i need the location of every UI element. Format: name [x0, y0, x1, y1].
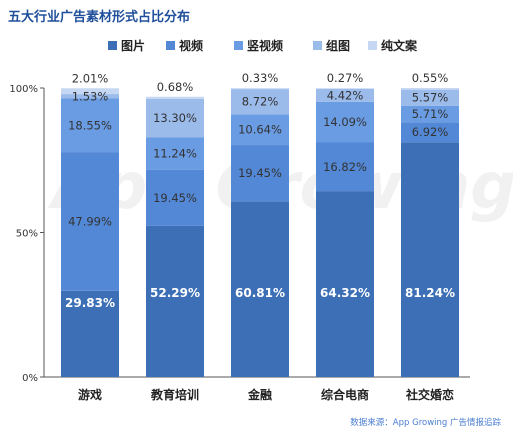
data-label-4-1: 0.68% — [157, 80, 194, 94]
data-label-1-3: 16.82% — [323, 160, 367, 174]
legend-label-2: 竖视频 — [247, 38, 283, 53]
x-tick-label-4: 社交婚恋 — [405, 387, 454, 402]
data-label-2-1: 11.24% — [153, 146, 197, 160]
data-label-0-0: 29.83% — [65, 296, 115, 310]
bar-segment-0-4 — [401, 142, 459, 377]
data-label-0-3: 64.32% — [320, 286, 370, 300]
data-label-0-1: 52.29% — [150, 286, 200, 300]
bar-segment-1-3 — [316, 142, 374, 192]
data-label-2-0: 18.55% — [68, 118, 112, 132]
bar-segment-3-3 — [316, 89, 374, 102]
data-label-3-3: 4.42% — [327, 88, 364, 102]
bar-segment-4-0 — [61, 88, 119, 95]
legend-swatch-1 — [166, 41, 175, 50]
bar-segment-2-2 — [231, 114, 289, 146]
bar-segment-1-0 — [61, 152, 119, 291]
bar-segment-2-0 — [61, 98, 119, 153]
data-label-0-4: 81.24% — [405, 286, 455, 300]
data-label-4-4: 0.55% — [412, 71, 449, 85]
bar-segment-3-1 — [146, 98, 204, 138]
bar-segment-1-2 — [231, 145, 289, 202]
y-tick-label: 50% — [16, 229, 38, 240]
bar-segment-3-2 — [231, 89, 289, 115]
bar-segment-0-2 — [231, 201, 289, 377]
data-label-2-2: 10.64% — [238, 123, 282, 137]
source-note: 数据来源：App Growing 广告情报追踪 — [350, 418, 501, 428]
data-label-4-0: 2.01% — [72, 71, 109, 85]
data-label-3-0: 1.53% — [72, 89, 109, 103]
data-label-2-4: 5.71% — [412, 107, 449, 121]
bar-segment-0-1 — [146, 225, 204, 377]
data-label-4-2: 0.33% — [242, 71, 279, 85]
data-label-0-2: 60.81% — [235, 286, 285, 300]
data-label-2-3: 14.09% — [323, 115, 367, 129]
bar-segment-1-1 — [146, 169, 204, 226]
bar-segment-2-4 — [401, 105, 459, 123]
data-label-1-1: 19.45% — [153, 191, 197, 205]
bar-segment-1-4 — [401, 122, 459, 143]
bar-segment-2-1 — [146, 137, 204, 170]
data-label-1-2: 19.45% — [238, 166, 282, 180]
bar-segment-0-0 — [61, 290, 119, 377]
x-tick-label-2: 金融 — [247, 387, 272, 402]
bar-segment-3-4 — [401, 89, 459, 106]
legend-swatch-2 — [234, 41, 243, 50]
bar-segment-4-1 — [146, 96, 204, 99]
data-label-3-4: 5.57% — [412, 91, 449, 105]
data-label-1-0: 47.99% — [68, 214, 112, 228]
bar-segment-3-0 — [61, 94, 119, 99]
legend-swatch-4 — [368, 41, 377, 50]
legend-swatch-3 — [313, 41, 322, 50]
data-label-3-1: 13.30% — [153, 111, 197, 125]
legend-label-4: 纯文案 — [381, 38, 418, 53]
legend-swatch-0 — [108, 41, 117, 50]
legend-label-1: 视频 — [179, 38, 203, 53]
legend-label-0: 图片 — [121, 38, 145, 53]
chart-title: 五大行业广告素材形式占比分布 — [8, 10, 191, 25]
y-tick-label: 100% — [9, 84, 38, 95]
x-tick-label-3: 综合电商 — [321, 387, 369, 402]
data-label-4-3: 0.27% — [327, 71, 364, 85]
legend-label-3: 组图 — [326, 38, 350, 53]
data-label-1-4: 6.92% — [412, 125, 449, 139]
y-tick-label: 0% — [22, 373, 38, 384]
bar-segment-4-2 — [231, 88, 289, 90]
bar-segment-4-3 — [316, 88, 374, 90]
x-tick-label-0: 游戏 — [78, 387, 102, 402]
bar-segment-4-4 — [401, 88, 459, 90]
x-tick-label-1: 教育培训 — [150, 387, 199, 402]
bar-segment-0-3 — [316, 191, 374, 377]
data-label-3-2: 8.72% — [242, 95, 279, 109]
bar-segment-2-3 — [316, 101, 374, 143]
